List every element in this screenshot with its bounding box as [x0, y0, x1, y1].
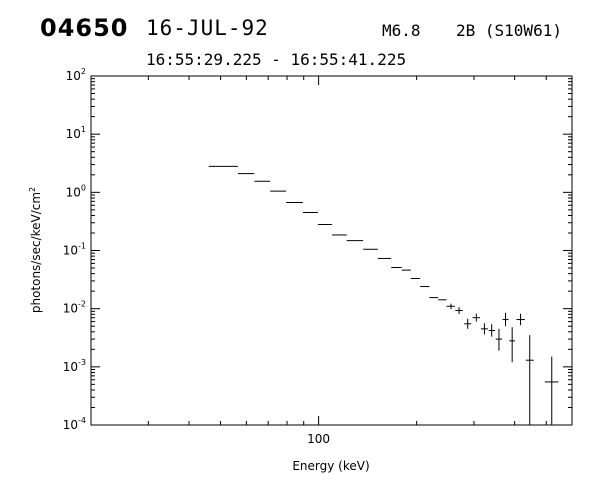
plot-frame [90, 75, 573, 426]
y-tick-base: 10 [63, 360, 78, 374]
data-point [509, 327, 516, 363]
y-tick-exponent: -3 [78, 358, 86, 367]
y-axis-label-exponent: 2 [28, 187, 37, 192]
y-tick-exponent: 1 [81, 125, 86, 134]
optical-flare-location: 2B (S10W61) [456, 21, 562, 40]
x-axis-label: Energy (keV) [292, 459, 369, 473]
y-tick-base: 10 [66, 185, 81, 199]
time-range: 16:55:29.225 - 16:55:41.225 [146, 50, 407, 69]
y-axis-label-text: photons/sec/keV/cm [29, 192, 43, 313]
y-tick-base: 10 [63, 302, 78, 316]
y-tick-label: 102 [66, 67, 86, 83]
data-point [525, 335, 534, 425]
x-tick-label: 100 [307, 432, 330, 446]
data-point [502, 312, 509, 327]
data-point [472, 313, 480, 322]
y-tick-base: 10 [63, 418, 78, 432]
flare-class: M6.8 [382, 21, 421, 40]
y-tick-label: 10-3 [63, 358, 86, 374]
data-point [480, 323, 488, 335]
y-tick-exponent: -2 [78, 300, 86, 309]
data-point [516, 313, 525, 326]
y-tick-base: 10 [66, 69, 81, 83]
data-point [464, 318, 472, 329]
burst-id: 04650 [40, 14, 129, 42]
y-tick-label: 101 [66, 125, 86, 141]
axis-ticks [90, 75, 573, 426]
y-tick-base: 10 [63, 244, 78, 258]
y-tick-base: 10 [66, 127, 81, 141]
y-axis-label: photons/sec/keV/cm2 [28, 187, 43, 313]
y-tick-exponent: -4 [78, 416, 86, 425]
data-point [495, 328, 503, 351]
data-point [488, 324, 495, 337]
y-tick-exponent: -1 [78, 242, 86, 251]
data-point [446, 303, 455, 310]
x-tick-labels: 100 [307, 432, 330, 446]
y-tick-label: 10-2 [63, 300, 86, 316]
y-tick-label: 10-1 [63, 242, 86, 258]
y-tick-label: 10-4 [63, 416, 86, 432]
data-point [455, 307, 463, 314]
y-tick-exponent: 0 [81, 183, 86, 192]
data-points [208, 165, 559, 425]
y-tick-label: 100 [66, 183, 86, 199]
data-point [544, 356, 559, 425]
event-date: 16-JUL-92 [146, 16, 269, 40]
y-tick-exponent: 2 [81, 67, 86, 76]
